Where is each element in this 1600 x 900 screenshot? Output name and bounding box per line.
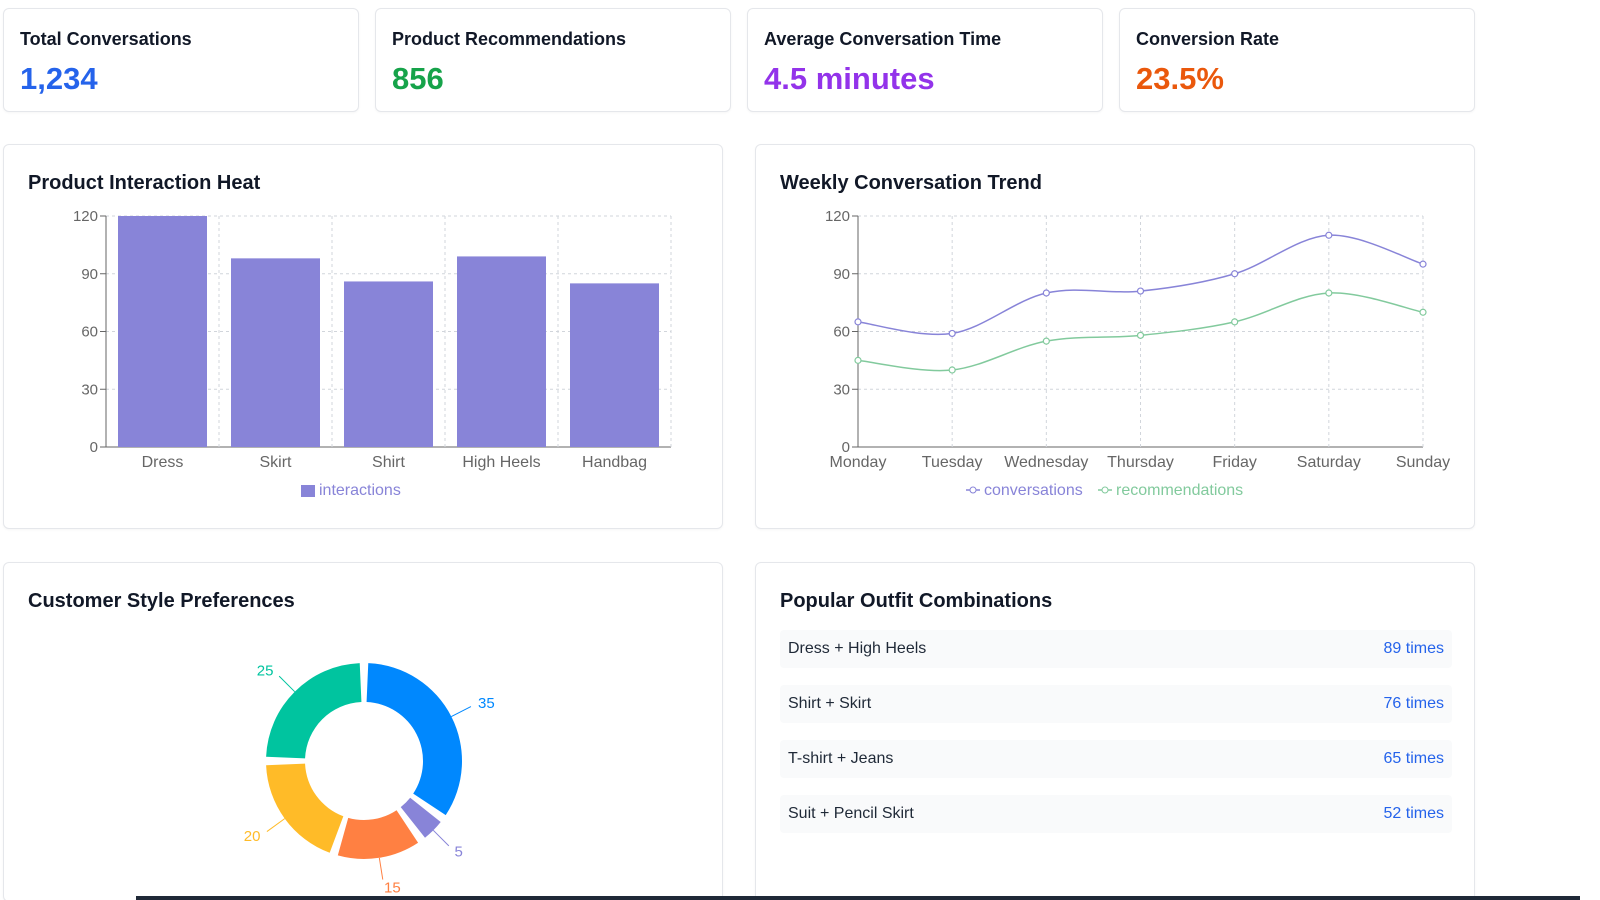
y-tick-label: 60: [833, 324, 850, 341]
data-point: [948, 366, 956, 374]
legend-marker: [969, 486, 977, 494]
stat-card-conversion-rate: Conversion Rate 23.5%: [1119, 8, 1475, 112]
line-chart: 0 30 60 90 120 Monday Tuesday Wednesday Thursday…: [825, 208, 1450, 499]
y-tick-label: 30: [81, 381, 98, 398]
x-tick-label: Wednesday: [1004, 454, 1088, 471]
x-tick-label: Shirt: [372, 454, 405, 471]
stat-value: 1,234: [20, 61, 98, 96]
data-point: [854, 356, 862, 364]
data-point: [1419, 308, 1427, 316]
pie-slice: [400, 797, 441, 838]
outfit-name: Dress + High Heels: [788, 640, 927, 657]
slice-label-leader: [278, 675, 296, 693]
data-point: [1042, 337, 1050, 345]
panel-title: Weekly Conversation Trend: [780, 172, 1042, 194]
y-tick-label: 90: [81, 266, 98, 283]
stat-card-product-recommendations: Product Recommendations 856: [375, 8, 731, 112]
x-tick-label: Saturday: [1297, 454, 1361, 471]
outfit-row: Shirt + Skirt 76 times: [780, 685, 1452, 723]
weekly-conversation-trend-panel: Weekly Conversation Trend 0 30 60 90 120 Mond…: [755, 144, 1475, 529]
legend-swatch: [301, 485, 315, 497]
slice-label: 15: [384, 879, 401, 896]
y-tick-label: 120: [825, 208, 850, 225]
data-point: [1136, 287, 1145, 295]
x-tick-label: Dress: [142, 454, 184, 471]
outfit-name: Suit + Pencil Skirt: [788, 805, 914, 822]
pie-chart: 35 5 15 20 25: [244, 662, 495, 896]
pie-slice: [266, 663, 362, 759]
slice-label-leader: [266, 818, 286, 832]
bar: [231, 258, 320, 447]
slice-label: 35: [478, 695, 495, 712]
outfit-name: Shirt + Skirt: [788, 695, 872, 712]
bar: [457, 256, 546, 447]
legend-label: interactions: [319, 482, 401, 499]
x-tick-label: Handbag: [582, 454, 647, 471]
y-tick-label: 0: [842, 439, 850, 456]
x-tick-label: Sunday: [1396, 454, 1450, 471]
data-point: [948, 329, 956, 338]
x-tick-label: High Heels: [462, 454, 540, 471]
panel-title: Product Interaction Heat: [28, 172, 261, 194]
outfit-row: T-shirt + Jeans 65 times: [780, 740, 1452, 778]
bar: [344, 281, 433, 447]
outfit-count: 52 times: [1383, 805, 1444, 822]
data-point: [1419, 260, 1427, 268]
bottom-scrollbar[interactable]: [136, 896, 1580, 900]
popular-outfit-combinations-panel: Popular Outfit Combinations Dress + High…: [755, 562, 1475, 900]
data-point: [854, 318, 862, 326]
y-tick-label: 30: [833, 381, 850, 398]
stat-card-average-conversation-time: Average Conversation Time 4.5 minutes: [747, 8, 1103, 112]
outfit-row: Dress + High Heels 89 times: [780, 630, 1452, 668]
slice-label-leader: [451, 706, 472, 717]
outfit-count: 76 times: [1383, 695, 1444, 712]
stat-title: Average Conversation Time: [764, 29, 1002, 49]
stat-title: Product Recommendations: [392, 29, 627, 49]
outfit-count: 89 times: [1383, 640, 1444, 657]
y-tick-label: 120: [73, 208, 98, 225]
panel-title: Customer Style Preferences: [28, 590, 295, 612]
slice-label: 20: [244, 828, 261, 845]
y-tick-label: 0: [90, 439, 98, 456]
x-tick-label: Skirt: [260, 454, 293, 471]
pie-slice: [266, 763, 344, 853]
bar: [570, 283, 659, 447]
x-tick-label: Monday: [830, 454, 887, 471]
bar-chart: 0 30 60 90 120 Dress Skirt Shirt High Heels Handb…: [73, 208, 672, 499]
x-tick-label: Tuesday: [922, 454, 983, 471]
customer-style-preferences-panel: Customer Style Preferences 35 5 15 20 25: [3, 562, 723, 900]
panel-title: Popular Outfit Combinations: [780, 590, 1053, 612]
slice-label: 5: [455, 844, 463, 861]
data-point: [1325, 231, 1333, 239]
product-interaction-heat-panel: Product Interaction Heat 0 30 60 90 120 Dress…: [3, 144, 723, 529]
x-tick-label: Friday: [1212, 454, 1256, 471]
legend-label: recommendations: [1116, 482, 1243, 499]
outfit-count: 65 times: [1383, 750, 1444, 767]
outfit-row: Suit + Pencil Skirt 52 times: [780, 795, 1452, 833]
data-point: [1231, 270, 1239, 278]
data-point: [1042, 289, 1050, 297]
data-point: [1325, 289, 1333, 297]
stat-value: 856: [392, 61, 444, 96]
bar: [118, 216, 207, 447]
stat-value: 23.5%: [1136, 61, 1224, 96]
x-tick-label: Thursday: [1107, 454, 1174, 471]
pie-slice: [337, 810, 419, 859]
slice-label-leader: [378, 857, 384, 880]
stat-card-total-conversations: Total Conversations 1,234: [3, 8, 359, 112]
data-point: [1136, 331, 1145, 339]
stat-title: Total Conversations: [20, 29, 192, 49]
y-tick-label: 90: [833, 266, 850, 283]
legend-label: conversations: [984, 482, 1083, 499]
y-tick-label: 60: [81, 324, 98, 341]
outfit-name: T-shirt + Jeans: [788, 750, 894, 767]
stat-title: Conversion Rate: [1136, 29, 1280, 49]
stat-value: 4.5 minutes: [764, 61, 935, 96]
pie-slice: [366, 663, 462, 816]
legend-marker: [1101, 486, 1109, 494]
data-point: [1231, 318, 1239, 326]
slice-label-leader: [432, 829, 450, 847]
slice-label: 25: [257, 662, 274, 679]
